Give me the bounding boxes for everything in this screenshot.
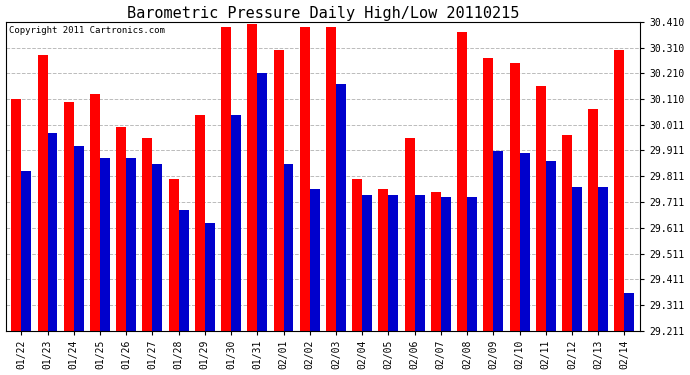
Text: Copyright 2011 Cartronics.com: Copyright 2011 Cartronics.com <box>9 26 165 35</box>
Bar <box>624 292 634 331</box>
Bar <box>457 32 467 331</box>
Title: Barometric Pressure Daily High/Low 20110215: Barometric Pressure Daily High/Low 20110… <box>127 6 519 21</box>
Bar <box>257 74 267 331</box>
Bar <box>362 195 372 331</box>
Bar <box>510 63 520 331</box>
Bar <box>336 84 346 331</box>
Bar <box>520 153 529 331</box>
Bar <box>378 189 388 331</box>
Bar <box>152 164 162 331</box>
Bar <box>21 171 31 331</box>
Bar <box>195 115 205 331</box>
Bar <box>484 58 493 331</box>
Bar <box>247 24 257 331</box>
Bar <box>74 146 83 331</box>
Bar <box>231 115 241 331</box>
Bar <box>273 50 284 331</box>
Bar <box>562 135 572 331</box>
Bar <box>142 138 152 331</box>
Bar <box>546 161 555 331</box>
Bar <box>90 94 100 331</box>
Bar <box>467 197 477 331</box>
Bar <box>536 86 546 331</box>
Bar <box>126 159 136 331</box>
Bar <box>179 210 188 331</box>
Bar <box>388 195 398 331</box>
Bar <box>37 55 48 331</box>
Bar <box>11 99 21 331</box>
Bar <box>63 102 74 331</box>
Bar <box>415 195 424 331</box>
Bar <box>299 27 310 331</box>
Bar <box>352 179 362 331</box>
Bar <box>310 189 319 331</box>
Bar <box>100 159 110 331</box>
Bar <box>116 128 126 331</box>
Bar <box>572 187 582 331</box>
Bar <box>615 50 624 331</box>
Bar <box>284 164 293 331</box>
Bar <box>48 133 57 331</box>
Bar <box>441 197 451 331</box>
Bar <box>221 27 231 331</box>
Bar <box>598 187 608 331</box>
Bar <box>404 138 415 331</box>
Bar <box>326 27 336 331</box>
Bar <box>431 192 441 331</box>
Bar <box>205 223 215 331</box>
Bar <box>589 110 598 331</box>
Bar <box>168 179 179 331</box>
Bar <box>493 151 503 331</box>
